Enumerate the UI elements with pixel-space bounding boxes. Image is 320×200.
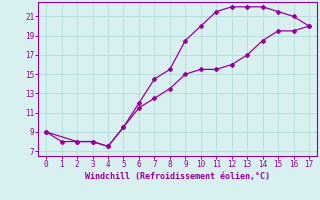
X-axis label: Windchill (Refroidissement éolien,°C): Windchill (Refroidissement éolien,°C) [85, 172, 270, 181]
